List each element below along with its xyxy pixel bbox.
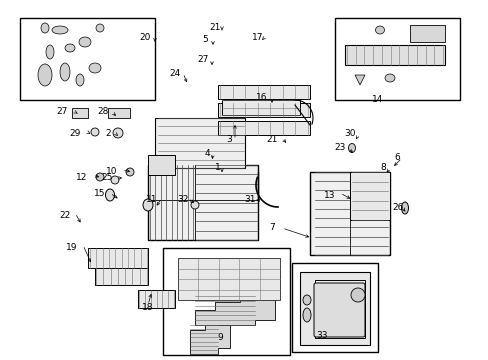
- Ellipse shape: [142, 199, 153, 211]
- Bar: [108, 108, 130, 118]
- Polygon shape: [190, 325, 229, 354]
- Bar: [409, 25, 444, 42]
- Circle shape: [113, 128, 123, 138]
- Text: 6: 6: [393, 153, 399, 162]
- Text: 32: 32: [177, 195, 188, 204]
- Bar: [291, 263, 377, 352]
- Bar: [349, 172, 389, 220]
- Text: 15: 15: [94, 189, 105, 198]
- Polygon shape: [354, 75, 364, 85]
- Circle shape: [91, 128, 99, 136]
- Text: 14: 14: [371, 95, 383, 104]
- Bar: [148, 155, 175, 175]
- Text: 30: 30: [344, 129, 355, 138]
- Ellipse shape: [89, 63, 101, 73]
- Text: 21: 21: [209, 22, 220, 31]
- Bar: [148, 165, 258, 240]
- Bar: [20, 18, 155, 100]
- Ellipse shape: [79, 37, 91, 47]
- Text: 1: 1: [215, 163, 221, 172]
- Bar: [299, 272, 369, 345]
- Ellipse shape: [401, 202, 407, 214]
- Ellipse shape: [38, 64, 52, 86]
- Bar: [218, 85, 309, 99]
- Ellipse shape: [375, 26, 384, 34]
- Text: 7: 7: [268, 224, 274, 233]
- Text: 28: 28: [97, 108, 108, 117]
- Text: 5: 5: [202, 36, 207, 45]
- Ellipse shape: [52, 26, 68, 34]
- Text: 19: 19: [66, 243, 78, 252]
- Text: 17: 17: [252, 32, 263, 41]
- Ellipse shape: [191, 201, 199, 209]
- Text: 13: 13: [324, 190, 335, 199]
- Ellipse shape: [384, 74, 394, 82]
- Text: 4: 4: [204, 148, 209, 158]
- Ellipse shape: [111, 176, 119, 184]
- Text: 20: 20: [139, 32, 150, 41]
- Bar: [163, 248, 289, 355]
- Text: 18: 18: [142, 302, 153, 311]
- Text: 16: 16: [256, 94, 267, 103]
- Text: 22: 22: [59, 211, 70, 220]
- Ellipse shape: [303, 308, 310, 322]
- Bar: [178, 258, 280, 300]
- Circle shape: [350, 288, 364, 302]
- Bar: [218, 103, 309, 117]
- Text: 8: 8: [379, 163, 385, 172]
- Text: 27: 27: [197, 55, 208, 64]
- Text: 3: 3: [225, 135, 231, 144]
- Bar: [88, 248, 148, 268]
- Polygon shape: [195, 296, 274, 325]
- Ellipse shape: [105, 189, 114, 201]
- Text: 23: 23: [334, 144, 345, 153]
- Text: 9: 9: [217, 333, 223, 342]
- Ellipse shape: [65, 44, 75, 52]
- Bar: [309, 172, 389, 255]
- Ellipse shape: [96, 173, 104, 181]
- Ellipse shape: [46, 45, 54, 59]
- Text: 2: 2: [105, 129, 111, 138]
- Text: 33: 33: [316, 330, 327, 339]
- Bar: [218, 121, 309, 135]
- Ellipse shape: [303, 295, 310, 305]
- Text: 10: 10: [106, 167, 118, 176]
- Ellipse shape: [76, 74, 84, 86]
- Ellipse shape: [126, 168, 134, 176]
- Text: 29: 29: [69, 129, 81, 138]
- Ellipse shape: [41, 23, 49, 33]
- Bar: [138, 290, 175, 308]
- Text: 11: 11: [146, 195, 158, 204]
- Ellipse shape: [60, 63, 70, 81]
- Bar: [155, 118, 244, 168]
- Text: 26: 26: [391, 202, 403, 211]
- Ellipse shape: [96, 24, 104, 32]
- Text: 24: 24: [169, 68, 180, 77]
- Text: 12: 12: [76, 172, 87, 181]
- Text: 27: 27: [56, 108, 67, 117]
- Bar: [334, 18, 459, 100]
- Ellipse shape: [348, 144, 355, 153]
- Bar: [222, 100, 299, 115]
- Bar: [345, 45, 444, 65]
- Text: 31: 31: [244, 195, 255, 204]
- Bar: [314, 280, 364, 338]
- FancyBboxPatch shape: [313, 283, 364, 337]
- Text: 25: 25: [101, 172, 112, 181]
- Bar: [95, 268, 148, 285]
- Bar: [72, 108, 88, 118]
- Text: 21: 21: [266, 135, 277, 144]
